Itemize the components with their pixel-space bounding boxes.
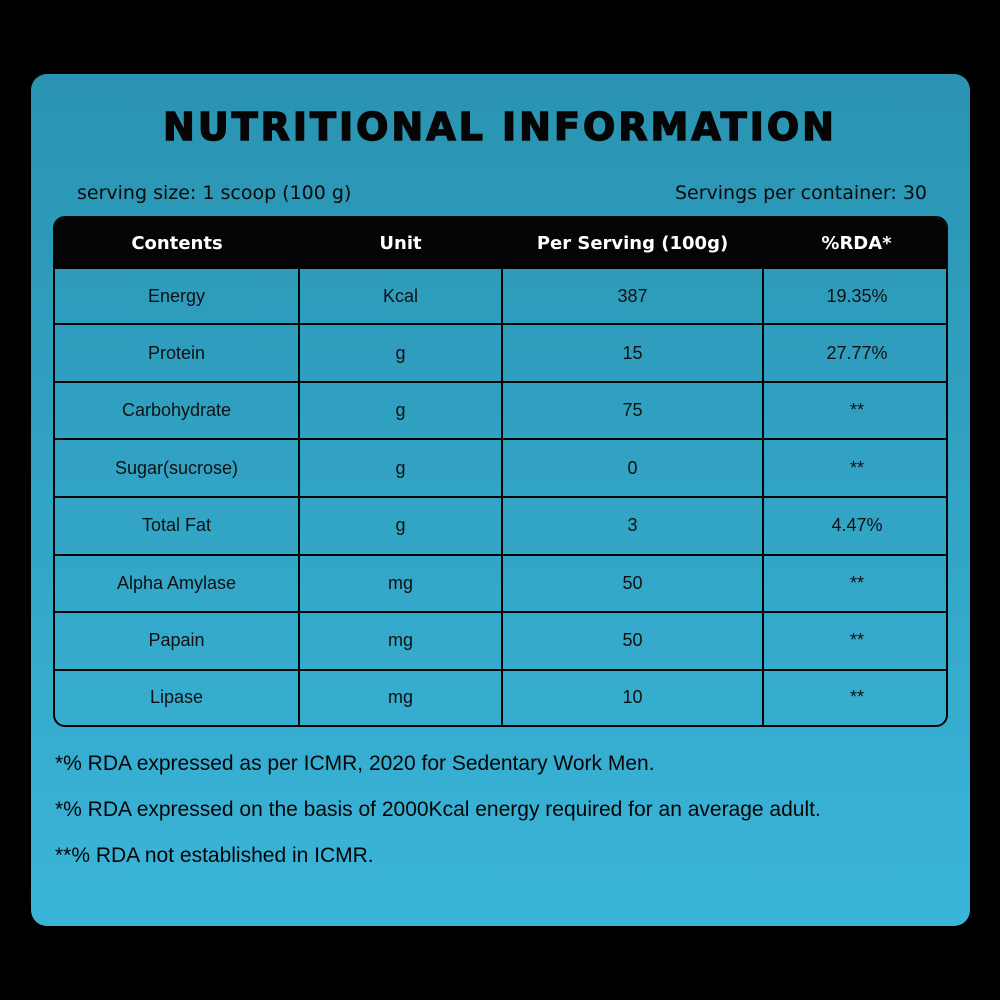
- cell-content: Sugar(sucrose): [55, 439, 300, 498]
- header-per-serving: Per Serving (100g): [536, 233, 729, 254]
- cell-rda: **: [763, 554, 946, 614]
- footnote-rda-2000kcal: *% RDA expressed on the basis of 2000Kca…: [55, 798, 821, 821]
- cell-unit: g: [299, 496, 503, 556]
- cell-content: Lipase: [55, 669, 300, 725]
- table-row: Papain mg 50 **: [55, 612, 946, 671]
- cell-per-serving: 0: [502, 439, 764, 498]
- cell-unit: mg: [299, 554, 503, 614]
- cell-unit: g: [299, 324, 503, 383]
- table-header-row: Contents Unit Per Serving (100g) %RDA*: [55, 218, 946, 269]
- cell-content: Alpha Amylase: [55, 554, 300, 614]
- cell-rda: 19.35%: [763, 269, 946, 326]
- cell-per-serving: 50: [502, 554, 764, 614]
- cell-unit: Kcal: [299, 269, 503, 326]
- servings-per-container: Servings per container: 30: [674, 182, 927, 204]
- cell-per-serving: 75: [502, 381, 764, 441]
- header-rda: %RDA*: [821, 233, 892, 254]
- cell-rda: **: [763, 612, 946, 671]
- table-row: Protein g 15 27.77%: [55, 324, 946, 383]
- footnote-rda-not-established: **% RDA not established in ICMR.: [55, 844, 374, 867]
- cell-per-serving: 3: [502, 496, 764, 556]
- nutrition-table: Contents Unit Per Serving (100g) %RDA* E…: [53, 216, 948, 727]
- cell-content: Carbohydrate: [55, 381, 300, 441]
- cell-per-serving: 10: [502, 669, 764, 725]
- cell-per-serving: 50: [502, 612, 764, 671]
- footnotes: *% RDA expressed as per ICMR, 2020 for S…: [55, 752, 855, 890]
- cell-unit: g: [299, 381, 503, 441]
- header-contents: Contents: [131, 233, 223, 254]
- cell-per-serving: 15: [502, 324, 764, 383]
- cell-unit: g: [299, 439, 503, 498]
- table-row: Alpha Amylase mg 50 **: [55, 554, 946, 614]
- cell-content: Energy: [55, 269, 300, 326]
- cell-content: Protein: [55, 324, 300, 383]
- cell-content: Total Fat: [55, 496, 300, 556]
- page-title: NUTRITIONAL INFORMATION: [162, 104, 837, 150]
- header-unit: Unit: [379, 233, 422, 254]
- table-row: Total Fat g 3 4.47%: [55, 496, 946, 556]
- cell-unit: mg: [299, 669, 503, 725]
- cell-content: Papain: [55, 612, 300, 671]
- cell-per-serving: 387: [502, 269, 764, 326]
- cell-rda: **: [849, 687, 864, 708]
- cell-rda: 4.47%: [763, 496, 946, 556]
- cell-rda: **: [763, 381, 946, 441]
- table-row: Energy Kcal 387 19.35%: [55, 269, 946, 326]
- table-row: Lipase mg 10 **: [55, 669, 946, 725]
- cell-rda: **: [763, 439, 946, 498]
- table-row: Carbohydrate g 75 **: [55, 381, 946, 441]
- footnote-rda-icmr: *% RDA expressed as per ICMR, 2020 for S…: [55, 752, 655, 775]
- cell-rda: 27.77%: [763, 324, 946, 383]
- cell-unit: mg: [299, 612, 503, 671]
- table-row: Sugar(sucrose) g 0 **: [55, 439, 946, 498]
- serving-size: serving size: 1 scoop (100 g): [77, 182, 352, 204]
